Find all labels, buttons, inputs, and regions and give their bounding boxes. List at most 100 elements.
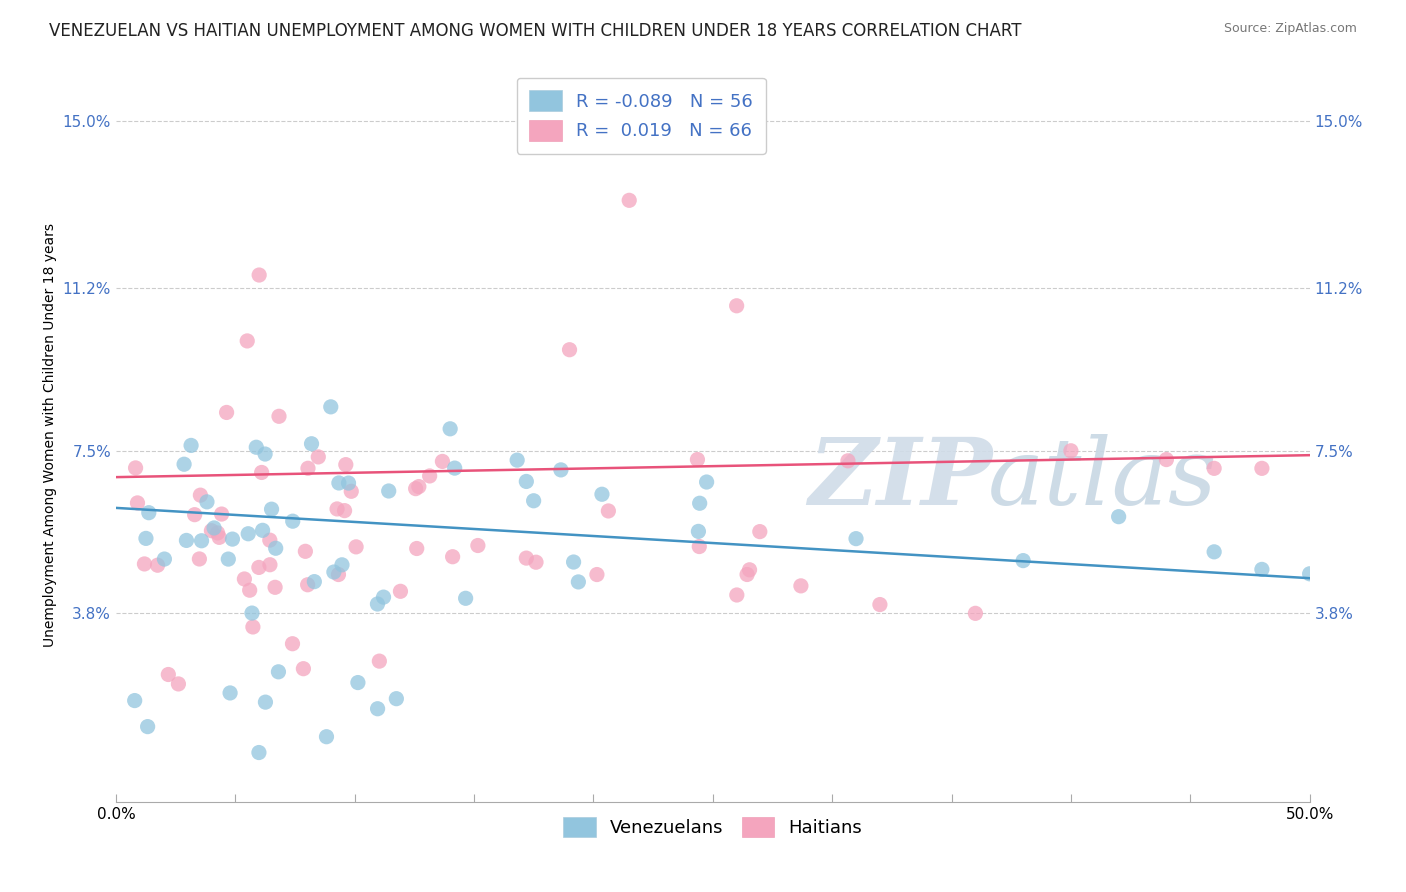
Point	[377, 483, 399, 498]
Point	[236, 334, 259, 348]
Point	[190, 533, 212, 548]
Point	[689, 496, 711, 510]
Point	[845, 532, 868, 546]
Point	[219, 686, 242, 700]
Point	[264, 541, 287, 556]
Point	[467, 539, 489, 553]
Point	[146, 558, 169, 573]
Point	[965, 607, 987, 621]
Point	[562, 555, 585, 569]
Point	[304, 574, 326, 589]
Point	[173, 457, 195, 471]
Point	[344, 540, 367, 554]
Point	[1060, 443, 1083, 458]
Point	[591, 487, 613, 501]
Point	[1012, 553, 1035, 567]
Point	[252, 524, 274, 538]
Point	[202, 521, 225, 535]
Point	[408, 479, 430, 493]
Point	[294, 544, 316, 558]
Point	[180, 438, 202, 452]
Point	[254, 695, 277, 709]
Point	[1251, 562, 1274, 576]
Point	[127, 496, 149, 510]
Point	[790, 579, 813, 593]
Point	[326, 502, 349, 516]
Point	[869, 598, 891, 612]
Point	[242, 620, 264, 634]
Point	[335, 458, 357, 472]
Point	[748, 524, 770, 539]
Point	[247, 746, 270, 760]
Point	[297, 578, 319, 592]
Point	[1204, 545, 1226, 559]
Point	[138, 506, 160, 520]
Point	[247, 268, 270, 282]
Point	[200, 524, 222, 538]
Point	[385, 691, 408, 706]
Point	[567, 574, 589, 589]
Point	[340, 484, 363, 499]
Point	[322, 565, 344, 579]
Point	[211, 507, 233, 521]
Point	[454, 591, 477, 606]
Point	[176, 533, 198, 548]
Point	[240, 606, 263, 620]
Point	[267, 409, 290, 424]
Point	[1156, 452, 1178, 467]
Point	[366, 597, 388, 611]
Point	[233, 572, 256, 586]
Point	[373, 590, 395, 604]
Point	[333, 503, 356, 517]
Point	[337, 476, 360, 491]
Point	[134, 557, 156, 571]
Point	[217, 552, 239, 566]
Point	[1298, 566, 1320, 581]
Text: ZIP: ZIP	[808, 434, 993, 524]
Point	[207, 525, 229, 540]
Point	[347, 675, 370, 690]
Point	[550, 463, 572, 477]
Point	[250, 466, 273, 480]
Y-axis label: Unemployment Among Women with Children Under 18 years: Unemployment Among Women with Children U…	[44, 223, 58, 648]
Point	[725, 588, 748, 602]
Point	[686, 452, 709, 467]
Point	[1108, 509, 1130, 524]
Point	[368, 654, 391, 668]
Point	[524, 555, 547, 569]
Point	[281, 637, 304, 651]
Point	[319, 400, 342, 414]
Text: Source: ZipAtlas.com: Source: ZipAtlas.com	[1223, 22, 1357, 36]
Point	[598, 504, 620, 518]
Point	[297, 461, 319, 475]
Point	[245, 440, 267, 454]
Point	[1204, 461, 1226, 475]
Point	[208, 530, 231, 544]
Point	[124, 693, 146, 707]
Point	[259, 533, 281, 548]
Point	[688, 540, 710, 554]
Point	[419, 469, 441, 483]
Point	[696, 475, 718, 489]
Point	[432, 454, 454, 468]
Point	[260, 502, 283, 516]
Point	[688, 524, 710, 539]
Point	[405, 482, 427, 496]
Point	[157, 667, 180, 681]
Point	[619, 194, 641, 208]
Point	[301, 436, 323, 450]
Point	[515, 475, 537, 489]
Point	[725, 299, 748, 313]
Point	[247, 560, 270, 574]
Point	[837, 454, 859, 468]
Point	[506, 453, 529, 467]
Point	[281, 514, 304, 528]
Point	[328, 567, 350, 582]
Point	[315, 730, 337, 744]
Text: VENEZUELAN VS HAITIAN UNEMPLOYMENT AMONG WOMEN WITH CHILDREN UNDER 18 YEARS CORR: VENEZUELAN VS HAITIAN UNEMPLOYMENT AMONG…	[49, 22, 1022, 40]
Point	[367, 702, 389, 716]
Point	[330, 558, 353, 572]
Point	[405, 541, 427, 556]
Point	[135, 532, 157, 546]
Point	[443, 461, 465, 475]
